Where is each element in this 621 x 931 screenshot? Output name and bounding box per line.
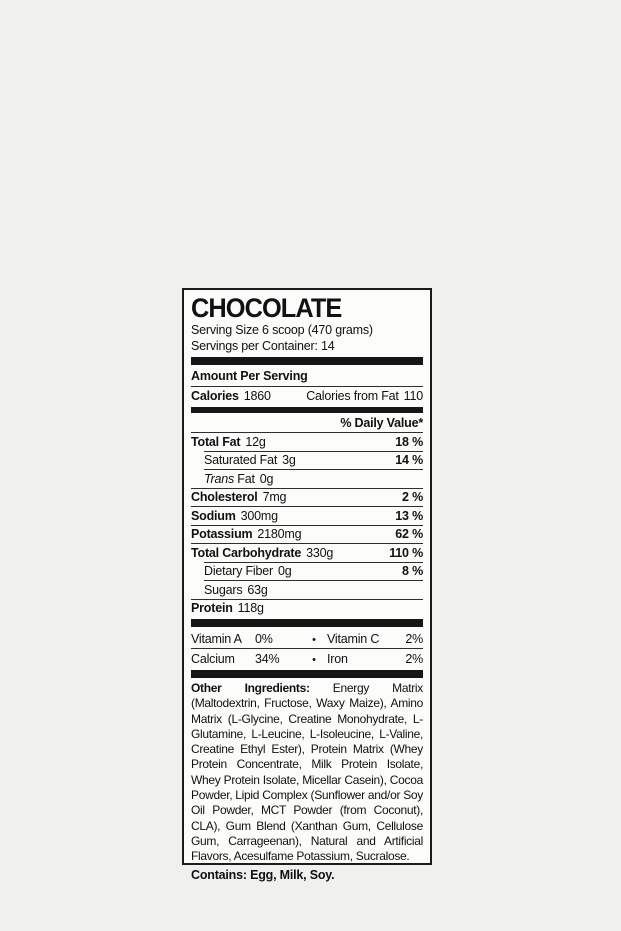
micronutrient-row-vitamins: Vitamin A 0% • Vitamin C 2% <box>191 629 423 648</box>
serving-size: Serving Size 6 scoop (470 grams) <box>191 323 373 337</box>
rule <box>191 543 423 544</box>
nutrient-dv: 14 % <box>395 453 423 467</box>
nutrient-name: Sodium 300mg <box>191 508 278 523</box>
nutrient-row-potassium: Potassium 2180mg 62 % <box>191 526 423 544</box>
rule <box>191 432 423 433</box>
nutrient-name: Cholesterol 7mg <box>191 490 287 504</box>
micro-value: 2% <box>405 632 423 646</box>
micro-name: Iron <box>327 652 348 666</box>
bullet-separator: • <box>312 634 316 646</box>
nutrient-dv: 18 % <box>395 434 423 449</box>
nutrient-row-sugars: Sugars 63g <box>191 581 423 599</box>
rule-indented <box>204 580 423 581</box>
nutrient-name: Protein 118g <box>191 601 264 615</box>
nutrient-name: Trans Fat 0g <box>204 471 274 486</box>
nutrient-row-total-fat: Total Fat 12g 18 % <box>191 433 423 451</box>
micro-name: Calcium <box>191 652 235 666</box>
nutrient-row-saturated-fat: Saturated Fat 3g 14 % <box>191 452 423 470</box>
calories-row: Calories 1860 Calories from Fat 110 <box>191 386 423 406</box>
micronutrient-row-minerals: Calcium 34% • Iron 2% <box>191 649 423 668</box>
rule-indented <box>204 561 423 563</box>
other-ingredients-paragraph: Other Ingredients: Energy Matrix (Maltod… <box>191 681 423 865</box>
calories-label: Calories <box>191 389 239 403</box>
nutrient-row-sodium: Sodium 300mg 13 % <box>191 507 423 525</box>
other-ingredients-label: Other Ingredients: <box>191 681 310 695</box>
micro-name: Vitamin A <box>191 632 242 646</box>
servings-per-container: Servings per Container: 14 <box>191 338 335 353</box>
nutrition-facts-panel: CHOCOLATE Serving Size 6 scoop (470 gram… <box>182 288 432 882</box>
other-ingredients-text: Energy Matrix (Maltodextrin, Fructose, W… <box>191 681 423 864</box>
nutrient-row-trans-fat: Trans Fat 0g <box>191 470 423 488</box>
micro-value: 34% <box>255 652 280 666</box>
nutrient-name: Sugars 63g <box>204 582 268 597</box>
rule-indented <box>204 450 423 452</box>
rule <box>191 524 423 526</box>
nutrient-row-dietary-fiber: Dietary Fiber 0g 8 % <box>191 563 423 581</box>
nutrient-name: Potassium 2180mg <box>191 527 302 541</box>
nutrient-dv: 62 % <box>395 527 423 541</box>
nutrient-row-total-carbohydrate: Total Carbohydrate 330g 110 % <box>191 544 423 562</box>
rule <box>191 648 423 649</box>
divider-bar-thick <box>191 619 423 627</box>
daily-value-header: % Daily Value* <box>340 416 423 430</box>
nutrient-name: Saturated Fat 3g <box>204 453 296 467</box>
rule <box>191 598 423 600</box>
nutrient-dv: 110 % <box>389 545 423 560</box>
bullet-separator: • <box>312 654 316 666</box>
nutrient-name: Total Carbohydrate 330g <box>191 545 334 560</box>
rule <box>191 506 423 507</box>
nutrient-dv: 8 % <box>402 564 423 578</box>
calories-from-fat-value: 110 <box>403 389 424 403</box>
nutrient-dv: 2 % <box>402 490 423 504</box>
micro-value: 0% <box>255 632 273 646</box>
rule-indented <box>204 469 423 470</box>
rule <box>191 487 423 489</box>
calories-from-fat: Calories from Fat 110 <box>306 389 423 403</box>
allergen-contains-statement: Contains: Egg, Milk, Soy. <box>191 867 335 882</box>
calories-value: 1860 <box>243 389 271 403</box>
divider-bar-thick <box>191 407 423 413</box>
micro-name: Vitamin C <box>327 632 380 646</box>
divider-bar-thick <box>191 670 423 678</box>
nutrient-name: Total Fat 12g <box>191 434 266 449</box>
amount-per-serving-heading: Amount Per Serving <box>191 369 308 383</box>
calories-from-fat-label: Calories from Fat <box>306 389 399 403</box>
nutrient-dv: 13 % <box>395 508 423 523</box>
micro-value: 2% <box>405 652 423 666</box>
calories-left: Calories 1860 <box>191 389 271 403</box>
nutrient-row-protein: Protein 118g <box>191 600 423 618</box>
nutrient-row-cholesterol: Cholesterol 7mg 2 % <box>191 489 423 507</box>
nutrient-name: Dietary Fiber 0g <box>204 564 292 578</box>
flavor-title: CHOCOLATE <box>191 293 342 323</box>
divider-bar-thick <box>191 357 423 365</box>
